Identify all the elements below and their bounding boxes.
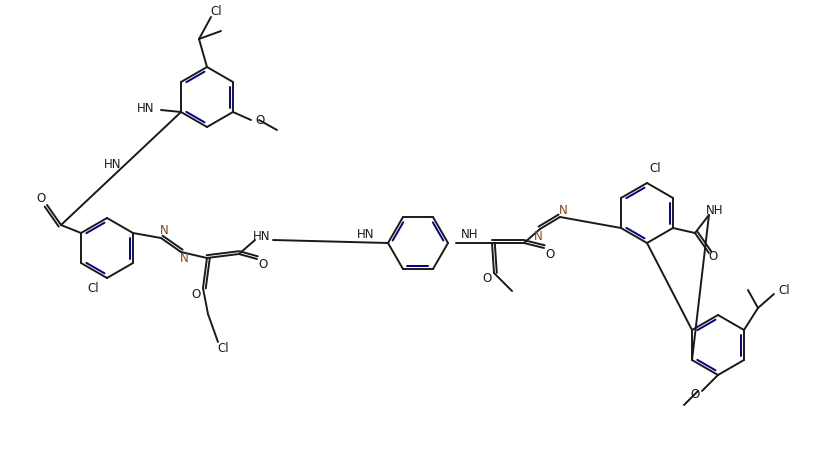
Text: Cl: Cl (87, 281, 99, 295)
Text: HN: HN (136, 102, 154, 115)
Text: Cl: Cl (217, 342, 228, 355)
Text: O: O (258, 259, 268, 272)
Text: O: O (191, 288, 201, 301)
Text: O: O (482, 273, 491, 286)
Text: NH: NH (706, 204, 723, 217)
Text: Cl: Cl (649, 163, 660, 176)
Text: N: N (160, 225, 168, 238)
Text: O: O (707, 251, 716, 263)
Text: O: O (255, 114, 264, 126)
Text: N: N (558, 204, 567, 217)
Text: O: O (690, 389, 699, 402)
Text: N: N (533, 229, 542, 242)
Text: Cl: Cl (210, 5, 222, 18)
Text: O: O (36, 192, 46, 206)
Text: O: O (545, 247, 554, 260)
Text: HN: HN (104, 158, 121, 171)
Text: N: N (180, 253, 188, 266)
Text: NH: NH (461, 228, 478, 241)
Text: HN: HN (357, 228, 375, 241)
Text: HN: HN (253, 229, 270, 242)
Text: Cl: Cl (777, 283, 788, 296)
